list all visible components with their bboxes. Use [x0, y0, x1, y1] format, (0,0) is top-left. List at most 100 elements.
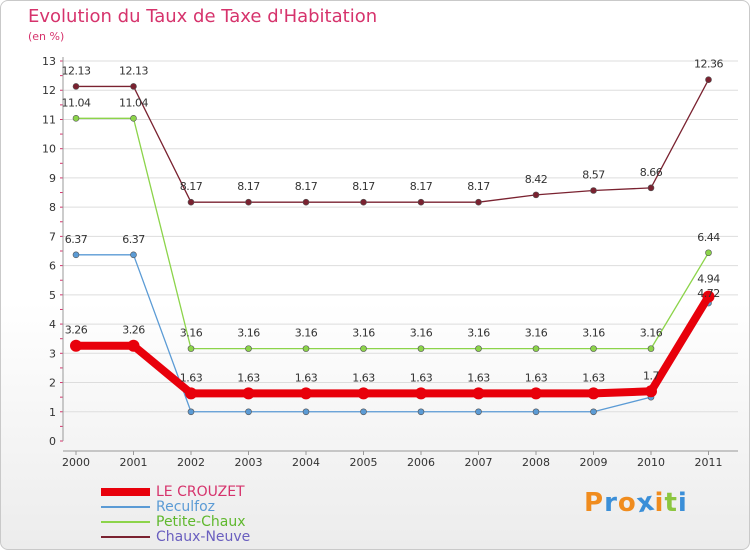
data-label: 3.16 — [352, 327, 375, 340]
data-label: 8.17 — [180, 180, 203, 193]
series-line-petite-chaux — [75, 117, 710, 350]
data-point — [472, 387, 485, 400]
x-tick-label: 2000 — [62, 456, 90, 469]
data-point — [417, 408, 425, 416]
data-label: 1.63 — [525, 371, 548, 384]
data-point — [587, 387, 600, 400]
y-tick-label: 12 — [42, 84, 56, 97]
data-label: 1.63 — [582, 371, 605, 384]
x-tick-label: 2004 — [292, 456, 320, 469]
data-point — [645, 385, 657, 398]
legend-swatch — [101, 536, 150, 538]
series-line-reculfoz — [75, 254, 710, 413]
data-point — [70, 339, 82, 352]
data-point — [130, 251, 137, 259]
legend-swatch — [101, 506, 150, 508]
data-label: 8.66 — [640, 166, 663, 179]
x-tick-label: 2003 — [235, 456, 263, 469]
data-label: 1.63 — [467, 371, 490, 384]
legend-label: Chaux-Neuve — [156, 529, 251, 545]
data-point — [302, 345, 310, 352]
data-label: 12.36 — [694, 58, 723, 71]
x-tick-label: 2008 — [522, 456, 550, 469]
data-point — [530, 387, 542, 400]
data-label: 8.57 — [582, 168, 605, 181]
y-tick-label: 9 — [49, 172, 56, 185]
data-point — [360, 408, 367, 416]
data-point — [187, 345, 195, 352]
data-label: 3.16 — [582, 327, 605, 340]
data-label: 1.63 — [352, 371, 375, 384]
x-tick-label: 2002 — [177, 456, 205, 469]
y-tick-label: 8 — [49, 201, 56, 214]
data-point — [302, 408, 310, 416]
data-point — [360, 198, 367, 206]
data-label: 11.04 — [62, 96, 91, 109]
x-tick-label: 2006 — [407, 456, 435, 469]
data-point — [127, 339, 140, 352]
y-tick-label: 1 — [49, 406, 56, 419]
data-point — [417, 345, 425, 352]
data-label: 12.13 — [119, 64, 148, 77]
data-label: 4.94 — [697, 273, 720, 286]
unit-label: (en %) — [28, 30, 65, 43]
data-point — [590, 408, 597, 416]
data-point — [242, 387, 255, 400]
logo-letter: r — [604, 488, 618, 518]
x-tick-label: 2007 — [465, 456, 493, 469]
data-label: 1.63 — [410, 371, 433, 384]
data-label: 8.17 — [295, 180, 318, 193]
data-label: 3.26 — [122, 324, 145, 337]
series-line-chaux-neuve — [75, 79, 710, 203]
data-point — [705, 249, 712, 257]
data-point — [72, 251, 80, 259]
data-label: 3.16 — [237, 327, 260, 340]
data-label: 3.16 — [295, 327, 318, 340]
data-point — [705, 76, 712, 84]
data-point — [532, 191, 540, 199]
data-point — [415, 387, 427, 400]
data-label: 3.26 — [65, 324, 88, 337]
data-label: 8.17 — [410, 180, 433, 193]
y-tick-label: 11 — [42, 113, 56, 126]
data-point — [72, 114, 80, 122]
data-label: 3.16 — [525, 327, 548, 340]
data-label: 3.16 — [640, 327, 663, 340]
data-point — [130, 114, 137, 122]
data-label: 3.16 — [180, 327, 203, 340]
data-point — [532, 408, 540, 416]
x-tick-label: 2001 — [120, 456, 148, 469]
data-label: 8.17 — [237, 180, 260, 193]
series-line-le-crouzet — [72, 292, 713, 398]
data-point — [590, 345, 597, 352]
logo-letter: i — [654, 488, 665, 518]
x-tick-label: 2010 — [637, 456, 665, 469]
data-point — [300, 387, 312, 400]
data-label: 8.17 — [352, 180, 375, 193]
legend-label: Reculfoz — [156, 499, 216, 515]
y-tick-label: 0 — [49, 435, 56, 448]
data-label: 4.72 — [697, 287, 720, 300]
data-label: 8.17 — [467, 180, 490, 193]
data-point — [475, 198, 482, 206]
data-label: 6.37 — [122, 233, 145, 246]
logo-letter: i — [677, 488, 688, 518]
data-label: 6.37 — [65, 233, 88, 246]
data-point — [417, 198, 425, 206]
data-label: 3.16 — [467, 327, 490, 340]
proxiti-logo: Proxiti — [584, 487, 688, 520]
y-tick-label: 5 — [49, 289, 56, 302]
data-point — [187, 408, 195, 416]
y-tick-label: 3 — [49, 347, 56, 360]
legend-label: LE CROUZET — [156, 484, 245, 500]
data-point — [590, 187, 597, 194]
data-point — [702, 290, 715, 303]
data-point — [532, 345, 540, 352]
y-tick-label: 2 — [49, 377, 56, 390]
y-tick-label: 10 — [42, 143, 56, 156]
y-tick-label: 4 — [49, 318, 56, 331]
data-label: 1.7 — [643, 369, 659, 382]
data-point — [245, 408, 252, 416]
